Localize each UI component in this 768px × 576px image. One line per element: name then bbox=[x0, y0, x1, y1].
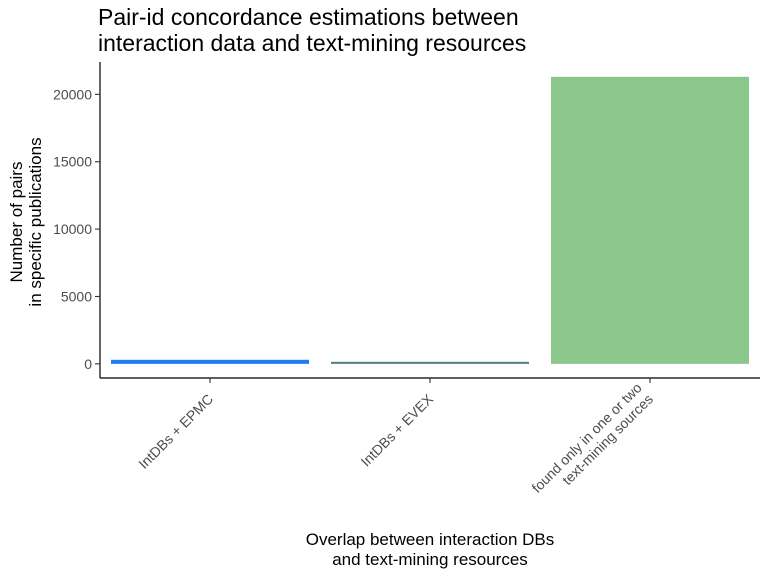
x-tick-label: IntDBs + EPMC bbox=[135, 391, 216, 472]
x-tick-label: found only in one or twotext-mining sour… bbox=[528, 379, 656, 507]
bars bbox=[111, 76, 749, 364]
bar bbox=[551, 76, 749, 364]
y-tick-label: 5000 bbox=[61, 288, 92, 304]
y-axis: 0 5000 10000 15000 20000 bbox=[53, 62, 101, 378]
y-tick-label: 20000 bbox=[53, 86, 92, 102]
bar bbox=[331, 361, 529, 364]
y-tick-label: 10000 bbox=[53, 221, 92, 237]
y-tick-label: 15000 bbox=[53, 154, 92, 170]
y-axis-title: Number of pairs in specific publications bbox=[7, 137, 45, 306]
chart-title-line: interaction data and text-mining resourc… bbox=[98, 30, 526, 56]
y-tick-label: 0 bbox=[84, 356, 92, 372]
x-axis-title-line: and text-mining resources bbox=[332, 550, 528, 569]
x-tick-label: IntDBs + EVEX bbox=[357, 390, 436, 469]
y-axis-title-line: Number of pairs bbox=[7, 162, 26, 283]
bar bbox=[111, 359, 309, 364]
x-axis: IntDBs + EPMC IntDBs + EVEX found only in … bbox=[100, 377, 760, 507]
x-axis-title-line: Overlap between interaction DBs bbox=[306, 530, 555, 549]
y-axis-title-line: in specific publications bbox=[26, 137, 45, 306]
chart-title: Pair-id concordance estimations betweeni… bbox=[98, 4, 526, 56]
chart-title-line: Pair-id concordance estimations between bbox=[98, 4, 519, 30]
